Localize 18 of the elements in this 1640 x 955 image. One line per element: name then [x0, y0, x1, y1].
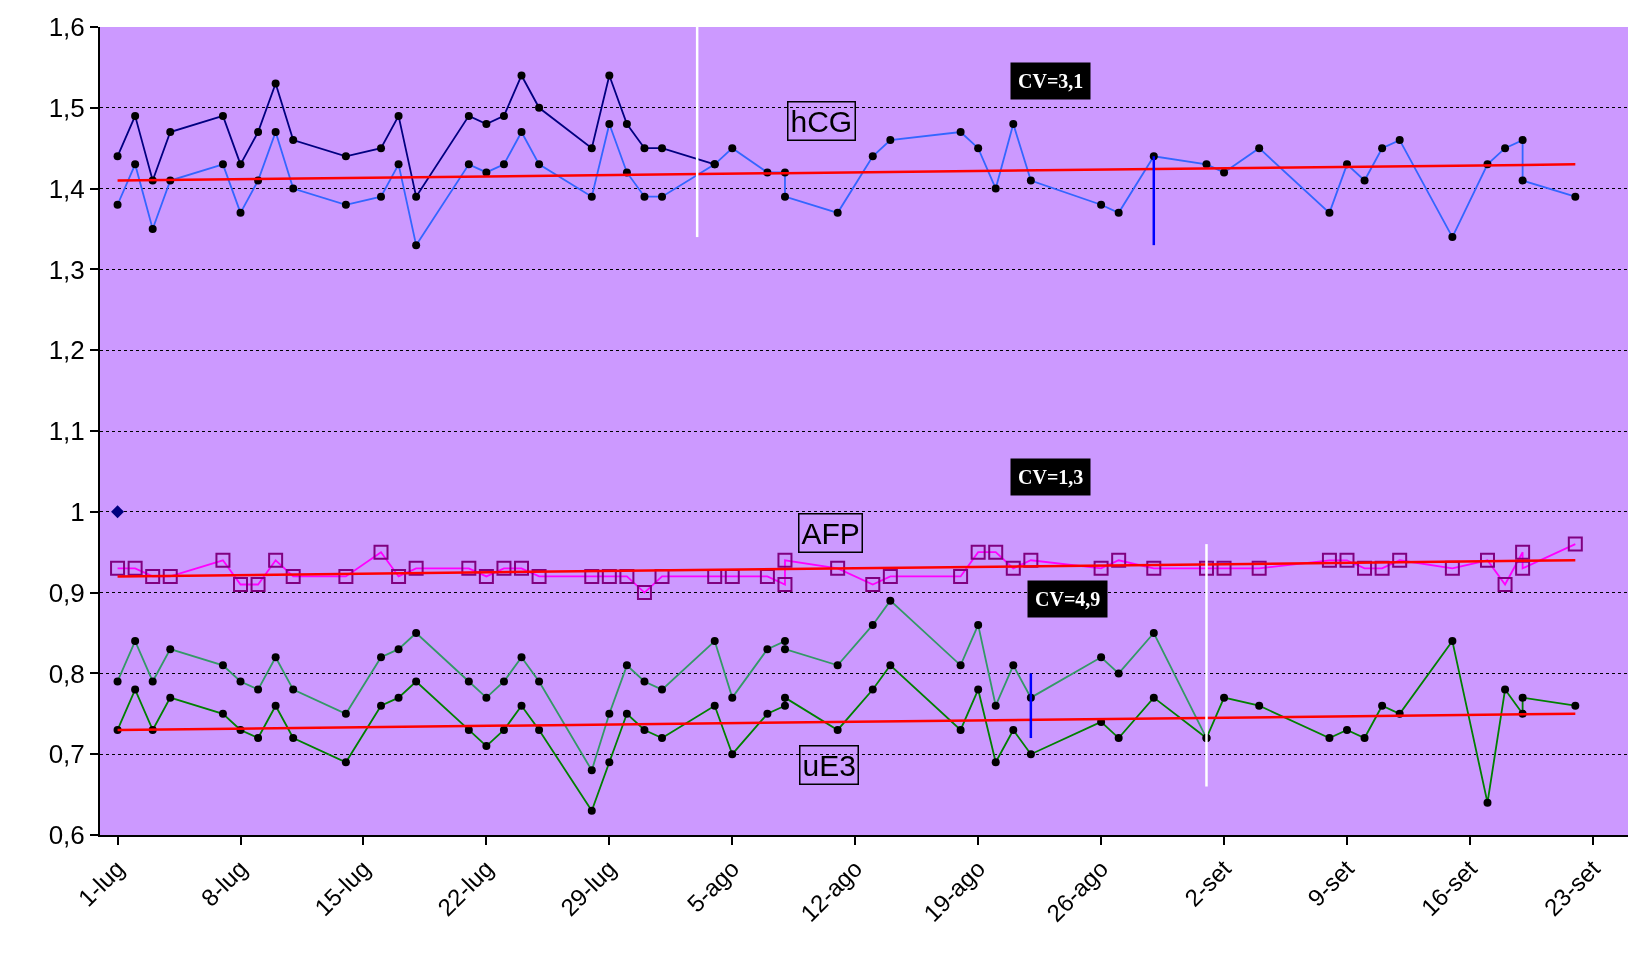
y-tick-label: 1,2 [48, 335, 85, 366]
annotation: CV=1,3 [1018, 466, 1084, 488]
y-tick-label: 1 [70, 496, 85, 527]
y-tick-label: 1,6 [48, 12, 85, 43]
annotation: AFP [801, 516, 860, 550]
annotation: hCG [790, 104, 853, 138]
y-tick-label: 1,3 [48, 254, 85, 285]
y-tick-label: 1,5 [48, 92, 85, 123]
y-tick-label: 0,8 [48, 658, 85, 689]
point [111, 505, 125, 519]
annotation: CV=3,1 [1018, 70, 1084, 92]
annotation: CV=4,9 [1035, 588, 1101, 610]
y-tick-label: 0,7 [48, 739, 85, 770]
y-tick-label: 1,1 [48, 416, 85, 447]
annotation: uE3 [802, 748, 856, 782]
y-tick-label: 0,9 [48, 577, 85, 608]
y-tick-label: 0,6 [48, 820, 85, 851]
y-tick-label: 1,4 [48, 173, 85, 204]
